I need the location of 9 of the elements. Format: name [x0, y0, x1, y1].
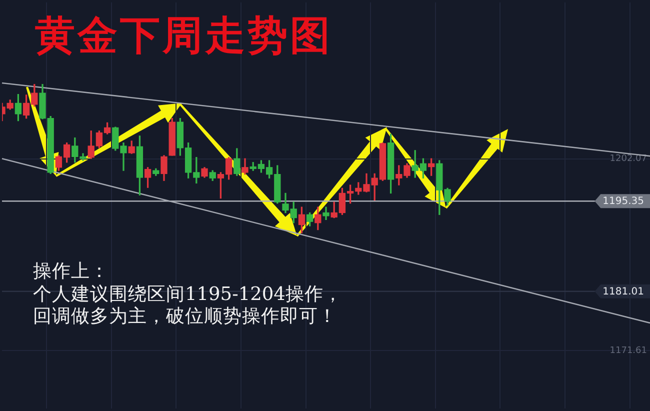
y-tick-label: 1171.61 [610, 346, 647, 356]
candlestick [322, 206, 330, 220]
annotation: 操作上： [33, 261, 110, 284]
ref-line-label: 1181.01 [602, 286, 644, 298]
annotation: 个人建议围绕区间1195-1204操作， [33, 284, 342, 306]
ref-line-label: 1195.35 [602, 196, 644, 208]
annotation: 回调做多为主，破位顺势操作即可！ [33, 306, 338, 328]
chart-title: 黄金下周走势图 [35, 12, 332, 60]
y-tick-label: 1202.07 [610, 154, 647, 164]
